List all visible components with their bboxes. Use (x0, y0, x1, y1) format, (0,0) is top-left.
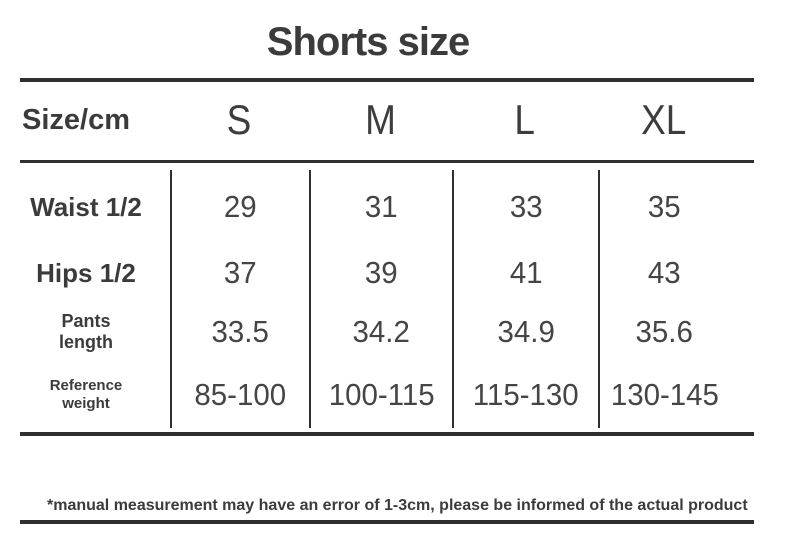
header-size-m: M (365, 96, 396, 143)
row-label-reference-weight: Reference weight (49, 377, 123, 412)
reference-weight-value-l: 115-130 (452, 362, 598, 428)
row-label-pants-length: Pants length (59, 311, 113, 352)
measurement-disclaimer: *manual measurement may have an error of… (47, 453, 757, 544)
divider-below-title (20, 78, 754, 82)
page-title: Shorts size (266, 20, 470, 64)
divider-below-header (20, 160, 754, 163)
reference-weight-value-m: 100-115 (309, 362, 452, 428)
waist-value-xl: 35 (598, 170, 729, 244)
header-size-l: L (514, 96, 536, 143)
header-size-xl: XL (640, 96, 687, 143)
pants-length-value-xl: 35.6 (598, 302, 729, 362)
header-size-s: S (227, 96, 252, 143)
hips-value-xl: 43 (598, 244, 729, 302)
disclaimer-line-1: *manual measurement may have an error of… (47, 497, 748, 514)
header-size-unit-label: Size/cm (22, 103, 130, 136)
waist-value-s: 29 (170, 170, 309, 244)
hips-value-l: 41 (452, 244, 598, 302)
pants-length-value-l: 34.9 (452, 302, 598, 362)
divider-above-note (20, 432, 754, 436)
reference-weight-value-s: 85-100 (170, 362, 309, 428)
size-table-header: Size/cm S M L XL (15, 84, 729, 156)
waist-value-l: 33 (452, 170, 598, 244)
size-table-body: Waist 1/2 29 31 33 35 Hips 1/2 37 39 41 … (15, 170, 729, 428)
divider-bottom (20, 520, 754, 524)
hips-value-m: 39 (309, 244, 452, 302)
pants-length-value-s: 33.5 (170, 302, 309, 362)
row-label-hips: Hips 1/2 (36, 257, 136, 288)
hips-value-s: 37 (170, 244, 309, 302)
waist-value-m: 31 (309, 170, 452, 244)
pants-length-value-m: 34.2 (309, 302, 452, 362)
reference-weight-value-xl: 130-145 (598, 362, 729, 428)
row-label-waist: Waist 1/2 (30, 191, 142, 222)
